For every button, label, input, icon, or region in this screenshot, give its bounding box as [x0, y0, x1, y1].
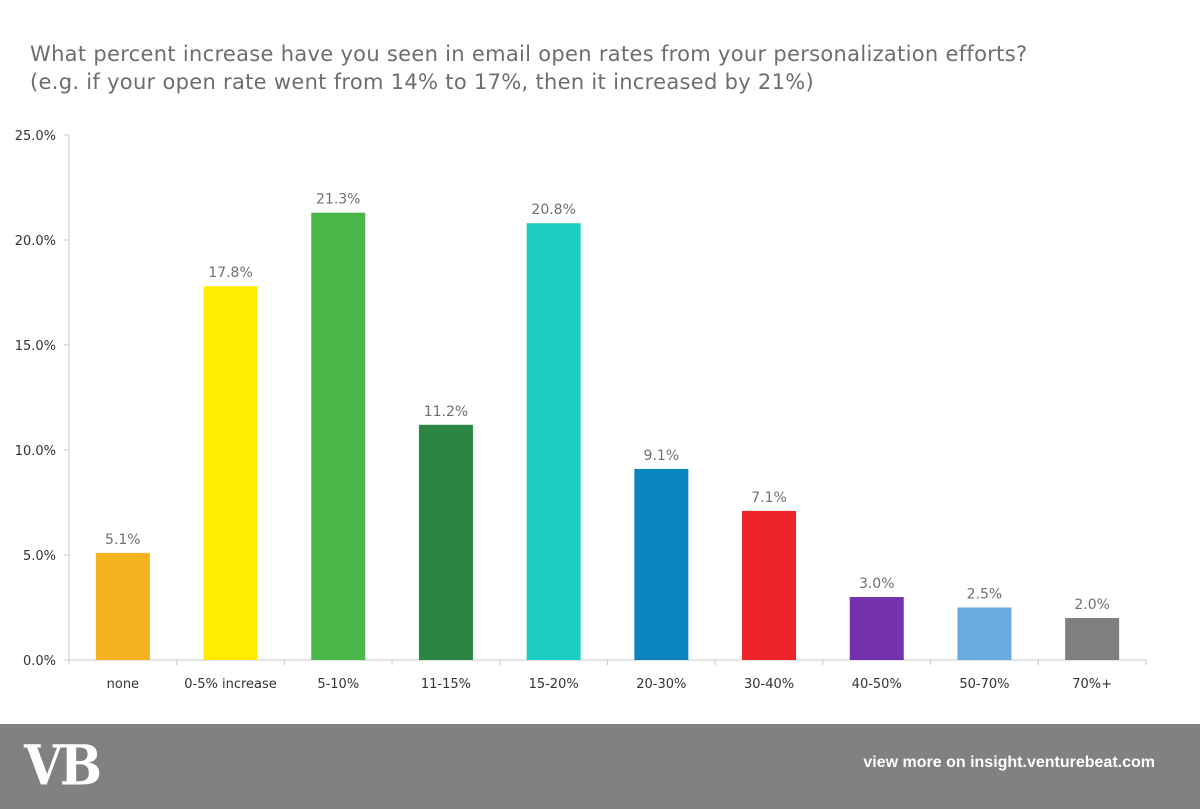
x-tick-label: 15-20% [529, 677, 579, 692]
y-tick-label: 0.0% [23, 654, 56, 669]
data-label: 7.1% [751, 490, 787, 506]
y-tick-label: 10.0% [15, 444, 56, 459]
x-tick-label: 70%+ [1072, 677, 1112, 692]
x-tick-label: 11-15% [421, 677, 471, 692]
bar-50-70% [957, 607, 1012, 660]
data-label: 17.8% [208, 265, 252, 281]
y-tick-label: 20.0% [15, 234, 56, 249]
data-label: 2.5% [967, 587, 1003, 603]
bar-70%+ [1065, 618, 1120, 660]
bar-30-40% [742, 510, 797, 660]
data-label: 20.8% [531, 202, 575, 218]
x-tick-label: 5-10% [317, 677, 359, 692]
x-tick-label: 20-30% [636, 677, 686, 692]
y-tick-label: 15.0% [15, 339, 56, 354]
bar-0-5% increase [203, 286, 258, 660]
x-tick-label: 0-5% increase [184, 677, 277, 692]
data-label: 9.1% [644, 448, 680, 464]
data-label: 3.0% [859, 576, 895, 592]
y-tick-label: 25.0% [15, 129, 56, 144]
x-tick-label: 40-50% [852, 677, 902, 692]
bar-chart: 0.0% 5.0% 10.0% 15.0% 20.0% 25.0% 5.1% none 17.8… [15, 129, 1147, 692]
bar-5-10% [311, 212, 366, 660]
bar-20-30% [634, 468, 689, 660]
bar-11-15% [418, 424, 473, 660]
data-label: 11.2% [424, 404, 468, 420]
bar-40-50% [849, 597, 904, 660]
data-label: 21.3% [316, 192, 360, 208]
data-label: 5.1% [105, 532, 141, 548]
y-tick-label: 5.0% [23, 549, 56, 564]
bar-none [95, 552, 150, 660]
bar-15-20% [526, 223, 581, 660]
x-tick-label: none [107, 677, 139, 692]
x-tick-label: 30-40% [744, 677, 794, 692]
venturebeat-logo: VB [24, 733, 102, 798]
chart-title: What percent increase have you seen in e… [30, 42, 1028, 94]
x-tick-label: 50-70% [959, 677, 1009, 692]
insight-link[interactable]: view more on insight.venturebeat.com [863, 754, 1155, 771]
footer-bar: VB view more on insight.venturebeat.com [0, 724, 1200, 809]
data-label: 2.0% [1074, 597, 1110, 613]
